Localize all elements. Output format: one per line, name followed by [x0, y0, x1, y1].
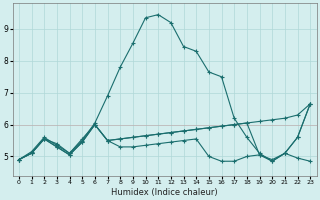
X-axis label: Humidex (Indice chaleur): Humidex (Indice chaleur): [111, 188, 218, 197]
